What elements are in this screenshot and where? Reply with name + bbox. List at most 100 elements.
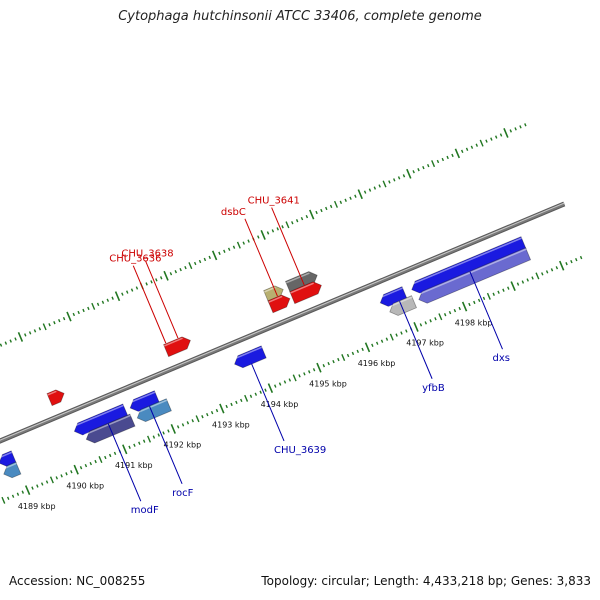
scale-tick-label: 4196 kbp bbox=[358, 359, 396, 368]
minor-tick bbox=[24, 333, 27, 337]
minor-tick bbox=[91, 302, 96, 310]
minor-tick bbox=[65, 472, 68, 476]
major-tick bbox=[163, 270, 169, 281]
minor-tick bbox=[195, 415, 200, 423]
minor-tick bbox=[72, 312, 76, 317]
minor-tick bbox=[446, 155, 449, 160]
minor-tick bbox=[458, 306, 461, 311]
minor-tick bbox=[356, 349, 360, 354]
minor-tick bbox=[325, 206, 328, 211]
minor-tick bbox=[147, 435, 152, 443]
minor-tick bbox=[315, 210, 318, 215]
forward-gene-arrow bbox=[284, 271, 318, 294]
minor-tick bbox=[298, 374, 301, 378]
reverse-gene-arrow bbox=[129, 390, 160, 412]
minor-tick bbox=[135, 286, 139, 290]
major-tick bbox=[267, 383, 274, 394]
minor-tick bbox=[332, 359, 335, 364]
minor-tick bbox=[215, 408, 219, 413]
minor-tick bbox=[98, 456, 103, 464]
minor-tick bbox=[193, 261, 197, 266]
gene-highlight bbox=[378, 287, 403, 300]
minor-tick bbox=[101, 300, 105, 304]
gene-name-label: modF bbox=[131, 505, 159, 516]
gene-highlight bbox=[416, 248, 527, 296]
minor-tick bbox=[174, 270, 177, 274]
minor-tick bbox=[373, 186, 377, 190]
gene-highlight bbox=[0, 451, 13, 459]
minor-tick bbox=[308, 370, 311, 374]
label-leader-line bbox=[144, 260, 179, 339]
gene-name-label: CHU_3638 bbox=[121, 249, 173, 260]
minor-tick bbox=[55, 476, 58, 480]
minor-tick bbox=[388, 180, 391, 184]
reverse-gene-arrow bbox=[379, 286, 408, 307]
major-tick bbox=[559, 260, 565, 271]
minor-tick bbox=[227, 247, 231, 251]
minor-tick bbox=[58, 318, 61, 323]
minor-tick bbox=[490, 137, 493, 141]
label-leader-line bbox=[107, 423, 142, 502]
minor-tick bbox=[125, 290, 129, 294]
minor-tick bbox=[242, 241, 245, 245]
gene-name-label: dsbC bbox=[221, 207, 246, 218]
minor-tick bbox=[16, 492, 20, 496]
minor-tick bbox=[206, 412, 209, 417]
minor-tick bbox=[138, 441, 141, 445]
major-tick bbox=[219, 403, 225, 414]
minor-tick bbox=[152, 435, 156, 439]
gene-highlight bbox=[232, 346, 263, 361]
scale-tick-label: 4193 kbp bbox=[212, 420, 250, 429]
minor-tick bbox=[31, 486, 34, 490]
backbone-highlight bbox=[0, 202, 565, 441]
minor-tick bbox=[188, 262, 193, 270]
minor-tick bbox=[460, 149, 464, 153]
minor-tick bbox=[94, 459, 97, 464]
minor-tick bbox=[145, 282, 148, 286]
reverse-gene-arrow bbox=[411, 236, 527, 294]
forward-gene-arrow bbox=[163, 336, 191, 358]
minor-tick bbox=[389, 333, 394, 341]
gene-highlight bbox=[268, 295, 283, 303]
minor-tick bbox=[6, 496, 10, 500]
minor-tick bbox=[264, 388, 267, 392]
minor-tick bbox=[486, 292, 491, 300]
minor-tick bbox=[1, 496, 6, 504]
minor-tick bbox=[303, 372, 306, 376]
minor-tick bbox=[157, 433, 160, 437]
minor-tick bbox=[453, 308, 457, 313]
minor-tick bbox=[443, 313, 447, 317]
gene-name-label: CHU_3639 bbox=[274, 445, 326, 456]
major-tick bbox=[510, 281, 516, 292]
minor-tick bbox=[497, 290, 500, 294]
minor-tick bbox=[181, 423, 185, 427]
major-tick bbox=[66, 311, 72, 322]
scale-tick-label: 4197 kbp bbox=[406, 339, 444, 348]
minor-tick bbox=[346, 353, 350, 358]
minor-tick bbox=[191, 419, 194, 423]
minor-tick bbox=[159, 276, 163, 280]
backbone-line-shadow bbox=[0, 201, 566, 444]
major-tick bbox=[406, 168, 412, 179]
minor-tick bbox=[104, 455, 107, 460]
minor-tick bbox=[21, 490, 25, 494]
genome-backbone bbox=[0, 201, 566, 444]
minor-tick bbox=[236, 241, 241, 249]
minor-tick bbox=[465, 147, 469, 151]
minor-tick bbox=[397, 176, 401, 180]
label-leader-line bbox=[271, 207, 305, 286]
minor-tick bbox=[111, 296, 114, 300]
gene-name-label: dxs bbox=[493, 353, 510, 364]
minor-tick bbox=[70, 470, 73, 474]
major-tick bbox=[461, 301, 468, 312]
minor-tick bbox=[531, 276, 534, 280]
minor-tick bbox=[565, 262, 568, 266]
gene-name-label: rocF bbox=[172, 488, 194, 499]
major-tick bbox=[413, 322, 419, 332]
minor-tick bbox=[312, 368, 316, 372]
minor-tick bbox=[150, 280, 153, 284]
label-leader-line bbox=[251, 363, 285, 442]
minor-tick bbox=[519, 125, 522, 129]
minor-tick bbox=[405, 329, 408, 333]
